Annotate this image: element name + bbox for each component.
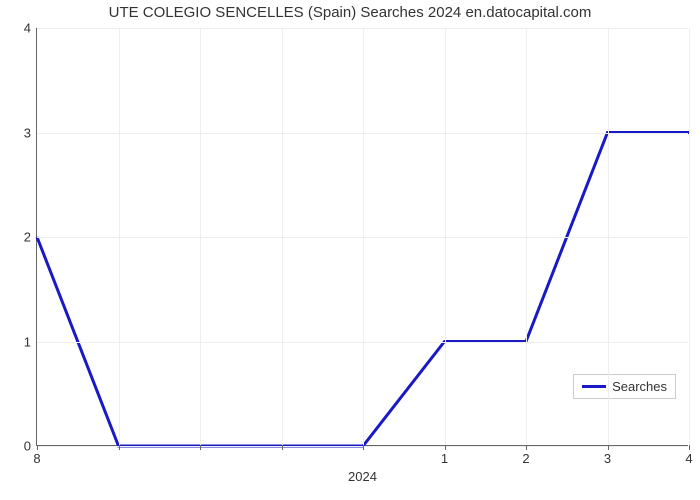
x-tick-mark: [363, 445, 364, 450]
x-tick-mark: [119, 445, 120, 450]
y-tick-label: 4: [24, 21, 37, 36]
x-tick-label: 2: [522, 445, 529, 466]
gridline-vertical: [200, 28, 201, 445]
x-tick-mark: [282, 445, 283, 450]
plot-area: 2024 Searches 0123481234: [36, 28, 688, 446]
x-tick-label: 4: [685, 445, 692, 466]
y-tick-label: 1: [24, 334, 37, 349]
x-tick-label: 3: [604, 445, 611, 466]
gridline-vertical: [282, 28, 283, 445]
y-tick-label: 2: [24, 230, 37, 245]
legend-label: Searches: [612, 379, 667, 394]
gridline-vertical: [363, 28, 364, 445]
legend: Searches: [573, 374, 676, 399]
x-tick-label: 1: [441, 445, 448, 466]
gridline-vertical: [689, 28, 690, 445]
x-tick-mark: [200, 445, 201, 450]
gridline-vertical: [445, 28, 446, 445]
chart-container: UTE COLEGIO SENCELLES (Spain) Searches 2…: [0, 0, 700, 500]
gridline-vertical: [608, 28, 609, 445]
y-tick-label: 3: [24, 125, 37, 140]
x-axis-label: 2024: [348, 445, 377, 484]
x-tick-label: 8: [33, 445, 40, 466]
gridline-vertical: [119, 28, 120, 445]
legend-swatch: [582, 385, 606, 388]
gridline-vertical: [526, 28, 527, 445]
chart-title: UTE COLEGIO SENCELLES (Spain) Searches 2…: [0, 4, 700, 21]
